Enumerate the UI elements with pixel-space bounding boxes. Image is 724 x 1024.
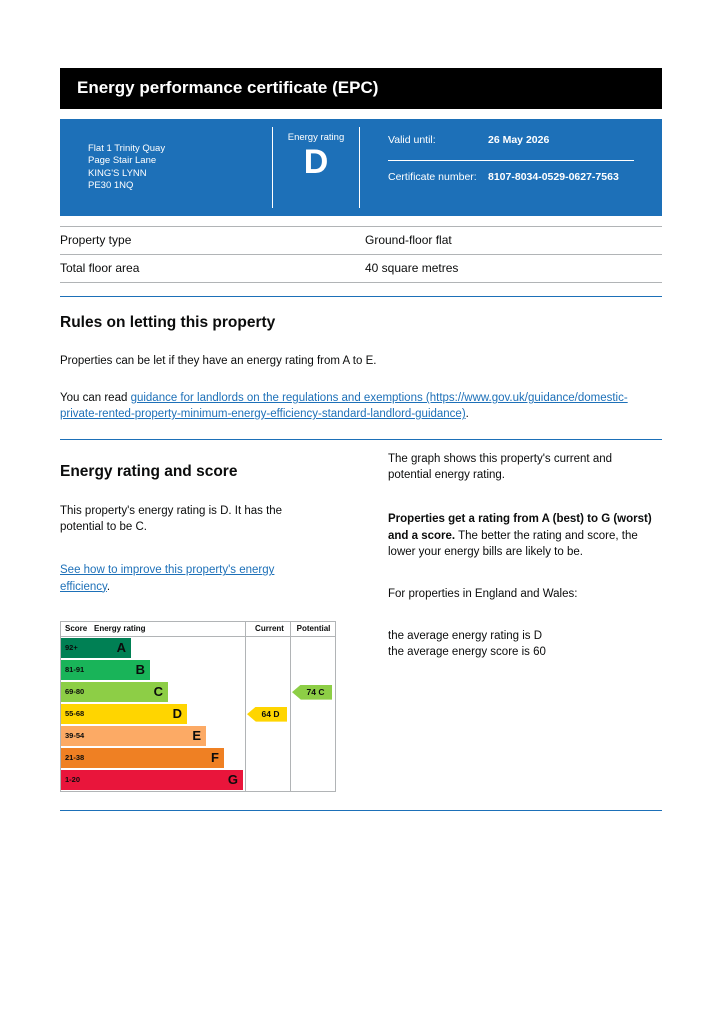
epc-band-row-d: 55-68 D [61, 703, 335, 725]
rating-column-header: Energy rating [94, 624, 146, 634]
band-score: 21-38 [65, 753, 85, 763]
averages-para: the average energy rating is D the averag… [388, 628, 658, 660]
rating-section: Energy rating and score This property's … [60, 449, 662, 792]
band-bar-f: 21-38 F [61, 747, 224, 768]
property-address: Flat 1 Trinity Quay Page Stair Lane KING… [60, 119, 272, 216]
potential-marker: 74 C [292, 684, 332, 700]
band-score: 1-20 [65, 775, 81, 785]
rating-column-left: Energy rating and score This property's … [60, 449, 338, 792]
epc-page: Energy performance certificate (EPC) Fla… [60, 68, 662, 811]
property-type-label: Property type [60, 233, 132, 247]
epc-band-row-e: 39-54 E [61, 725, 335, 747]
rules-para-1: Properties can be let if they have an en… [60, 355, 377, 367]
rating-explainer-rest: The better the rating and score, the low… [388, 529, 638, 558]
valid-until-value: 26 May 2026 [488, 134, 550, 146]
band-letter: G [227, 772, 238, 788]
epc-band-row-c: 69-80 C [61, 681, 335, 703]
valid-until-row: Valid until: 26 May 2026 [388, 131, 634, 161]
address-line-3: KING'S LYNN [88, 167, 147, 179]
band-letter: A [116, 640, 126, 656]
rules-para-2-prefix: You can read [60, 392, 131, 405]
landlord-guidance-link[interactable]: guidance for landlords on the regulation… [60, 392, 628, 421]
energy-rating-letter: D [303, 143, 329, 181]
floor-area-value: 40 square metres [365, 261, 459, 275]
rating-explainer-bold: Properties get a rating from A (best) to… [388, 513, 652, 542]
band-score: 69-80 [65, 687, 85, 697]
graph-description-para: The graph shows this property's current … [388, 453, 613, 482]
rules-heading: Rules on letting this property [60, 314, 276, 331]
epc-band-row-f: 21-38 F [61, 747, 335, 769]
band-letter: E [192, 728, 201, 744]
rules-para-2-suffix: . [465, 408, 469, 421]
band-score: 39-54 [65, 731, 85, 741]
band-bar-a: 92+ A [61, 637, 131, 658]
epc-rating-chart: Score Energy rating Current Potential 92… [60, 620, 336, 792]
floor-area-label: Total floor area [60, 261, 140, 275]
band-score: 55-68 [65, 709, 85, 719]
certificate-number-label: Certificate number: [388, 170, 477, 183]
band-score: 92+ [65, 643, 78, 653]
average-score-line: the average energy score is 60 [388, 645, 546, 658]
property-type-value: Ground-floor flat [365, 233, 452, 247]
band-bar-g: 1-20 G [61, 769, 243, 790]
potential-column-divider [290, 621, 291, 791]
improve-para-suffix: . [106, 580, 111, 593]
chart-body: 92+ A 81-91 B 69-80 C [61, 637, 335, 791]
summary-banner: Flat 1 Trinity Quay Page Stair Lane KING… [60, 119, 662, 216]
band-bar-e: 39-54 E [61, 725, 206, 746]
section-divider [60, 809, 662, 811]
certificate-number-value: 8107-8034-0529-0627-7563 [488, 170, 619, 183]
table-row: Property type Ground-floor flat [60, 226, 662, 254]
current-column-divider [245, 621, 246, 791]
address-line-2: Page Stair Lane [88, 155, 157, 167]
section-divider [60, 296, 662, 297]
certificate-details: Valid until: 26 May 2026 Certificate num… [360, 119, 662, 216]
epc-band-row-b: 81-91 B [61, 659, 335, 681]
rating-heading: Energy rating and score [60, 463, 238, 481]
band-bar-c: 69-80 C [61, 681, 168, 702]
rating-explainer-para: Properties get a rating from A (best) to… [388, 511, 658, 559]
table-row: Total floor area 40 square metres [60, 254, 662, 283]
band-letter: C [153, 684, 163, 700]
rules-section: Rules on letting this property Propertie… [60, 314, 662, 422]
improve-para: See how to improve this property's energ… [60, 562, 318, 594]
document-title: Energy performance certificate (EPC) [77, 78, 379, 97]
address-line-4: PE30 1NQ [88, 179, 134, 191]
certificate-number-row: Certificate number: 8107-8034-0529-0627-… [388, 161, 634, 185]
band-letter: B [135, 662, 145, 678]
epc-band-row-g: 1-20 G [61, 769, 335, 791]
energy-rating-box: Energy rating D [272, 127, 360, 208]
epc-band-row-a: 92+ A [61, 637, 335, 659]
band-score: 81-91 [65, 665, 85, 675]
improve-efficiency-link[interactable]: See how to improve this property's energ… [60, 564, 275, 593]
score-column-header: Score [65, 624, 88, 634]
england-wales-para: For properties in England and Wales: [388, 587, 578, 600]
potential-column-header: Potential [296, 624, 331, 634]
current-marker: 64 D [247, 706, 287, 722]
rating-lead-para: This property's energy rating is D. It h… [60, 505, 283, 534]
band-letter: D [172, 706, 182, 722]
band-letter: F [211, 750, 219, 766]
current-column-header: Current [255, 624, 284, 634]
section-divider [60, 439, 662, 441]
chart-header: Score Energy rating Current Potential [61, 622, 335, 637]
band-bar-b: 81-91 B [61, 659, 150, 680]
rating-column-right: The graph shows this property's current … [388, 449, 658, 791]
band-bar-d: 55-68 D [61, 703, 187, 724]
average-rating-line: the average energy rating is D [388, 629, 543, 642]
address-line-1: Flat 1 Trinity Quay [88, 142, 166, 154]
rules-para-2: You can read guidance for landlords on t… [60, 390, 640, 422]
valid-until-label: Valid until: [388, 134, 436, 146]
property-summary-table: Property type Ground-floor flat Total fl… [60, 226, 662, 283]
document-title-bar: Energy performance certificate (EPC) [60, 68, 662, 109]
energy-rating-label: Energy rating [287, 132, 345, 143]
